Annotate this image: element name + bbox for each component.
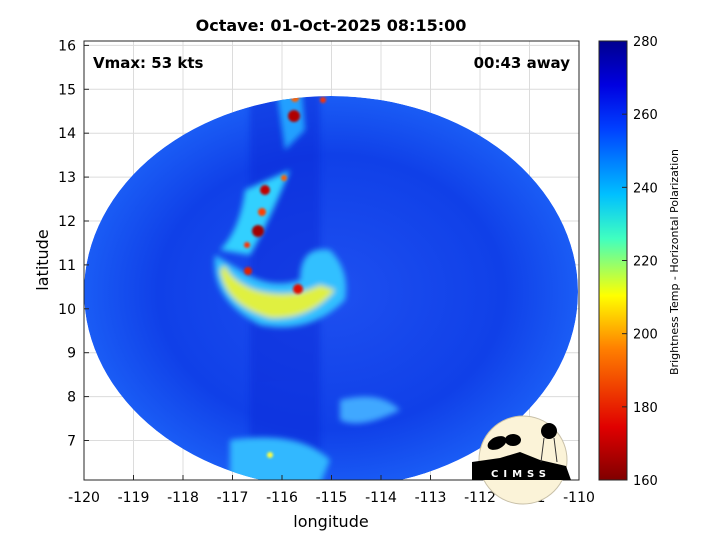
y-tick-label: 7 bbox=[67, 433, 76, 449]
x-tick-label: -112 bbox=[464, 490, 496, 506]
y-tick-label: 14 bbox=[58, 126, 76, 142]
x-tick-label: -114 bbox=[365, 490, 397, 506]
vmax-label: Vmax: 53 kts bbox=[93, 54, 203, 72]
colorbar-tick-label: 180 bbox=[633, 401, 658, 416]
colorbar-tick-label: 200 bbox=[633, 328, 658, 343]
plot-title: Octave: 01-Oct-2025 08:15:00 bbox=[196, 16, 467, 35]
time-away-label: 00:43 away bbox=[474, 54, 571, 72]
cimss-logo: CIMSS bbox=[472, 415, 571, 505]
axis-ticks: -120-119-118-117-116-115-114-113-112-111… bbox=[58, 38, 595, 506]
y-tick-label: 16 bbox=[58, 38, 76, 54]
x-axis-label: longitude bbox=[293, 512, 368, 531]
y-tick-label: 13 bbox=[58, 170, 76, 186]
y-tick-label: 12 bbox=[58, 214, 76, 230]
x-tick-label: -116 bbox=[266, 490, 298, 506]
y-tick-label: 15 bbox=[58, 82, 76, 98]
x-tick-label: -110 bbox=[563, 490, 595, 506]
colorbar-tick-label: 220 bbox=[633, 255, 658, 270]
y-tick-label: 11 bbox=[58, 258, 76, 274]
colorbar-tick-label: 260 bbox=[633, 108, 658, 123]
colorbar-ticks: 160 180 200 220 240 260 280 bbox=[622, 35, 658, 489]
x-tick-label: -118 bbox=[167, 490, 199, 506]
x-tick-label: -120 bbox=[68, 490, 100, 506]
brightness-swath bbox=[84, 96, 578, 480]
x-tick-label: -119 bbox=[118, 490, 150, 506]
colorbar-tick-label: 280 bbox=[633, 35, 658, 50]
y-tick-label: 8 bbox=[67, 390, 76, 406]
colorbar-tick-label: 240 bbox=[633, 181, 658, 196]
logo-text: CIMSS bbox=[491, 469, 551, 480]
y-tick-label: 9 bbox=[67, 346, 76, 362]
y-axis-label: latitude bbox=[33, 229, 52, 290]
x-tick-label: -117 bbox=[217, 490, 249, 506]
colorbar-tick-label: 160 bbox=[633, 474, 658, 489]
y-tick-label: 10 bbox=[58, 302, 76, 318]
colorbar-label: Brightness Temp - Horizontal Polarizatio… bbox=[668, 149, 681, 375]
x-tick-label: -115 bbox=[316, 490, 348, 506]
x-tick-label: -113 bbox=[415, 490, 447, 506]
